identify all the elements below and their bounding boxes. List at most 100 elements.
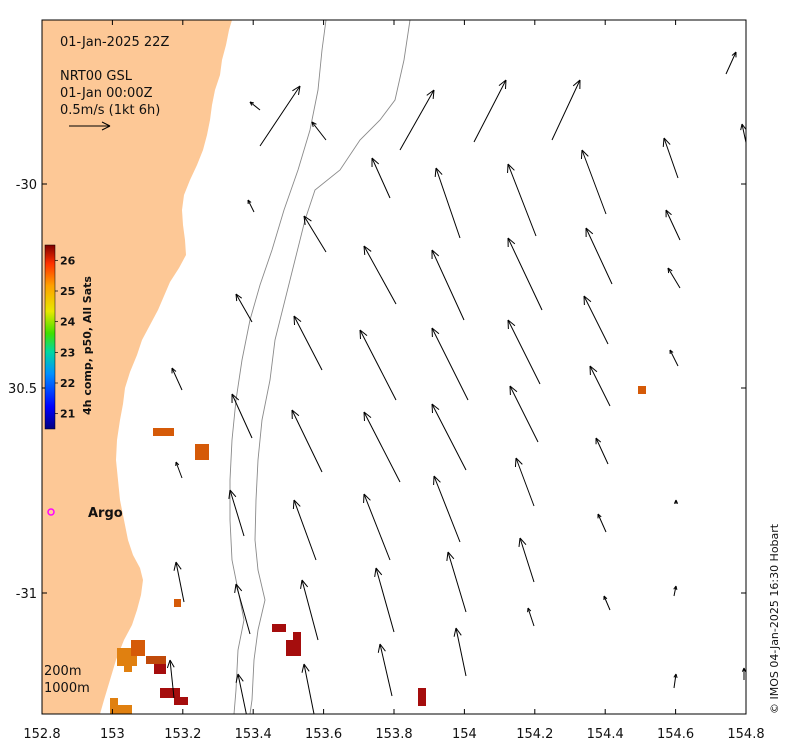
isobath-1000m	[249, 20, 411, 714]
current-arrow	[580, 149, 607, 215]
current-arrow	[527, 607, 535, 627]
current-arrow	[292, 499, 317, 561]
current-arrow	[740, 123, 746, 146]
x-tick-label: 153.8	[375, 727, 412, 742]
product-line1: NRT00 GSL	[60, 69, 133, 84]
current-arrow	[291, 409, 323, 473]
x-tick-label: 152.8	[23, 727, 60, 742]
colorbar	[44, 244, 56, 430]
depth-legend-200m: 200m	[44, 664, 81, 679]
current-arrow	[431, 249, 465, 321]
current-arrow	[303, 215, 327, 253]
colorbar-tick-label: 22	[60, 377, 75, 390]
current-arrow	[473, 79, 507, 143]
current-vectors	[166, 51, 746, 714]
current-arrow	[434, 167, 461, 239]
depth-legend-1000m: 1000m	[44, 681, 90, 696]
current-arrow	[665, 209, 681, 241]
current-arrow	[359, 329, 397, 401]
colorbar-tick-label: 24	[60, 316, 76, 329]
current-arrow	[589, 365, 611, 407]
product-line2: 01-Jan 00:00Z	[60, 86, 153, 101]
current-arrow	[431, 327, 469, 401]
colorbar-tick-label: 26	[60, 254, 76, 267]
current-arrow	[741, 667, 746, 680]
imos-credit: © IMOS 04-Jan-2025 16:30 Hobart	[768, 523, 781, 714]
scale-arrow	[69, 121, 111, 131]
current-arrow	[374, 567, 395, 633]
colorbar-title: 4h comp, p50, All Sats	[81, 276, 94, 415]
current-arrow	[363, 245, 397, 305]
current-arrow	[518, 537, 535, 583]
x-tick-label: 153.2	[164, 727, 201, 742]
current-arrow	[231, 393, 253, 439]
x-tick-label: 154.8	[727, 727, 764, 742]
current-arrow	[745, 196, 746, 201]
current-arrow	[597, 513, 607, 533]
current-arrow	[507, 163, 537, 237]
current-arrow	[514, 457, 535, 507]
current-arrow	[235, 673, 247, 714]
current-arrow	[293, 315, 323, 371]
timestamp-label: 01-Jan-2025 22Z	[60, 35, 169, 50]
current-arrow	[171, 367, 183, 391]
current-arrow	[247, 199, 255, 213]
scale-label: 0.5m/s (1kt 6h)	[60, 103, 160, 118]
x-tick-label: 154.4	[587, 727, 624, 742]
current-arrow	[673, 673, 678, 689]
current-arrow	[234, 583, 251, 635]
colorbar-tick-label: 23	[60, 346, 75, 359]
current-arrow	[249, 101, 261, 111]
current-arrow	[725, 51, 737, 75]
current-arrow	[399, 89, 435, 151]
argo-marker	[47, 508, 55, 516]
colorbar-ticks: 21 22 23 24 25 26	[55, 254, 76, 421]
y-tick-label: -30	[16, 178, 37, 193]
current-arrow	[603, 595, 611, 611]
x-tick-label: 153.6	[305, 727, 342, 742]
current-arrow	[669, 349, 679, 367]
current-arrow	[595, 437, 609, 465]
current-arrow	[235, 293, 253, 323]
current-arrow	[259, 85, 301, 147]
x-axis: 152.8 153 153.2 153.4 153.6 153.8 154 154.2 154.…	[23, 20, 765, 742]
current-arrow	[446, 551, 467, 613]
current-arrow	[507, 237, 543, 311]
x-tick-label: 153.4	[235, 727, 272, 742]
current-arrow	[301, 663, 315, 714]
current-arrow	[363, 411, 401, 483]
current-arrow	[507, 319, 541, 385]
current-arrow	[228, 489, 245, 537]
y-tick-label: -31	[16, 587, 37, 602]
colorbar-tick-label: 25	[60, 285, 75, 298]
current-arrow	[551, 79, 581, 141]
current-arrow	[583, 295, 609, 345]
isobath-200m	[229, 20, 327, 714]
current-arrow	[377, 643, 393, 697]
current-arrow	[673, 585, 678, 597]
current-arrow	[173, 561, 185, 603]
current-arrow	[667, 267, 681, 289]
current-arrow	[585, 227, 613, 285]
x-tick-label: 153	[100, 727, 125, 742]
x-tick-label: 154	[452, 727, 477, 742]
colorbar-tick-label: 21	[60, 408, 75, 421]
current-arrow	[166, 659, 175, 699]
current-arrow	[509, 385, 539, 443]
current-arrow	[363, 493, 391, 561]
current-arrow	[453, 627, 467, 677]
y-axis: -30 30.5 -31	[8, 178, 746, 602]
current-arrow	[673, 499, 679, 504]
current-arrow	[431, 403, 467, 471]
y-tick-label: 30.5	[8, 382, 37, 397]
x-tick-label: 154.2	[516, 727, 553, 742]
current-arrow	[311, 121, 327, 141]
current-arrow	[662, 137, 679, 179]
argo-label: Argo	[88, 506, 123, 521]
sst-pixels	[110, 386, 646, 714]
current-arrow	[175, 461, 183, 479]
current-arrow	[371, 157, 391, 199]
current-arrow	[300, 579, 319, 641]
current-arrow	[433, 475, 461, 543]
